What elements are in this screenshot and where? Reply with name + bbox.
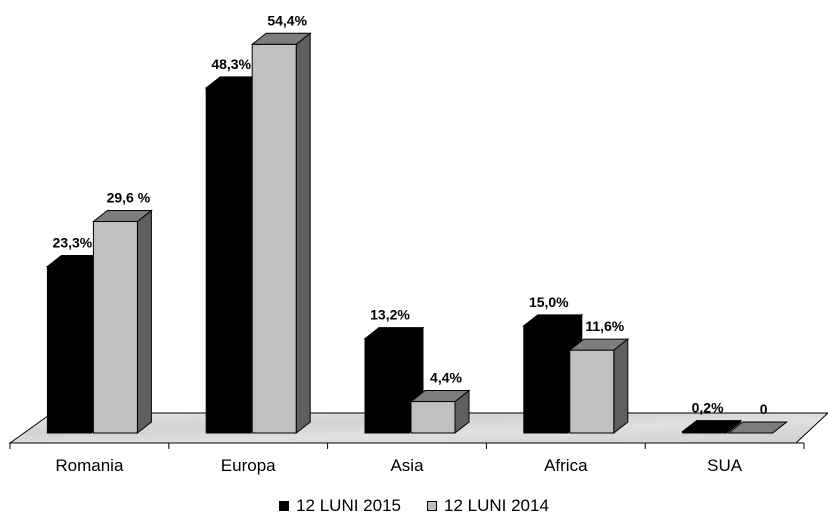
bar-front-face — [364, 338, 410, 434]
legend-item-2015: 12 LUNI 2015 — [279, 496, 401, 516]
bar-side-face — [613, 338, 629, 435]
category-label-asia: Asia — [390, 456, 424, 475]
bar-romania-2014 — [91, 209, 153, 435]
bar-sua-2015 — [681, 419, 743, 435]
data-label-romania-2015: 23,3% — [53, 235, 93, 251]
data-label-europa-2014: 54,4% — [267, 12, 307, 28]
bar-front-face — [569, 349, 615, 434]
bar-front-face — [410, 401, 456, 434]
bar-side-face — [136, 209, 152, 435]
bar-top-face — [409, 390, 471, 403]
bar-front-face — [251, 43, 297, 434]
category-label-africa: Africa — [544, 456, 588, 475]
data-label-asia-2015: 13,2% — [370, 307, 410, 323]
category-label-europa: Europa — [221, 456, 276, 475]
data-label-asia-2014: 4,4% — [430, 370, 462, 386]
bar-top-face — [250, 32, 312, 45]
legend-label-2015: 12 LUNI 2015 — [296, 496, 401, 515]
bar-europa-2014 — [250, 32, 312, 435]
bar-front-face — [46, 266, 92, 434]
legend-label-2014: 12 LUNI 2014 — [444, 496, 549, 515]
bar-top-face — [91, 209, 153, 222]
data-label-africa-2014: 11,6% — [585, 318, 624, 334]
bar-top-face — [522, 314, 584, 327]
bar-chart: 23,3% 29,6 % Romania 48,3% 54,4% Europa 13,2% 4… — [8, 12, 828, 475]
category-label-romania: Romania — [55, 456, 124, 475]
bar-side-face — [295, 32, 311, 435]
data-label-sua-2014: 0 — [760, 401, 768, 417]
legend-swatch-2015 — [279, 501, 290, 511]
bar-top-face — [681, 420, 743, 433]
bar-top-face — [727, 421, 789, 434]
data-label-sua-2015: 0,2% — [692, 400, 724, 416]
legend-swatch-2014 — [427, 501, 437, 511]
data-label-europa-2015: 48,3% — [211, 56, 251, 72]
data-label-romania-2014: 29,6 % — [107, 189, 151, 205]
data-label-africa-2015: 15,0% — [529, 294, 569, 310]
legend-item-2014: 12 LUNI 2014 — [427, 496, 549, 516]
bar-africa-2015 — [522, 313, 584, 435]
legend: 12 LUNI 2015 12 LUNI 2014 — [0, 496, 828, 516]
category-label-sua: SUA — [707, 456, 743, 475]
bar-front-face — [92, 220, 138, 434]
bar-top-face — [568, 338, 630, 351]
bar-front-face — [523, 325, 569, 434]
bar-sua-2014 — [727, 421, 789, 434]
bar-africa-2014 — [568, 338, 630, 435]
bar-asia-2014 — [409, 389, 471, 435]
bar-front-face — [205, 87, 251, 434]
bar-top-face — [363, 327, 425, 340]
